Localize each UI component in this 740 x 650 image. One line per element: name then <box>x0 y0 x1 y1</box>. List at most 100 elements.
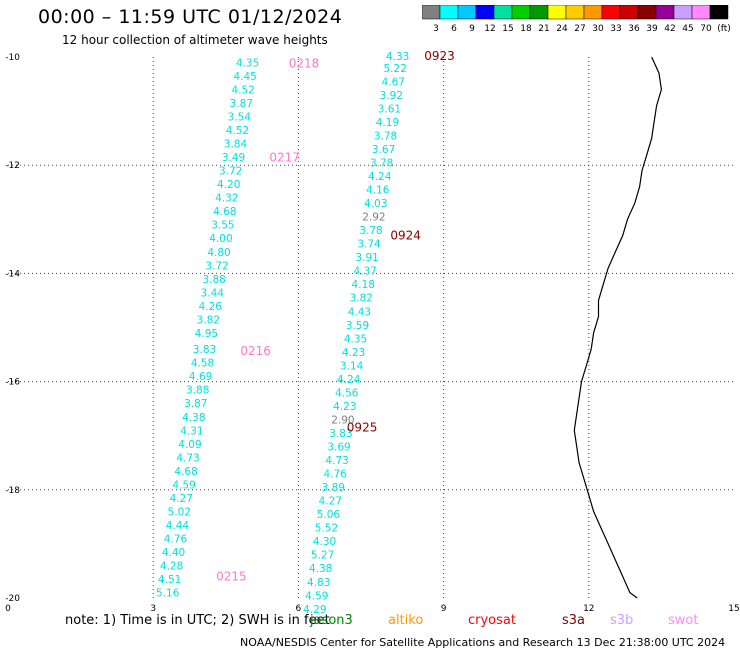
colorbar-label: 9 <box>469 24 475 34</box>
colorbar-label: 15 <box>502 24 513 34</box>
note-text: note: 1) Time is in UTC; 2) SWH is in fe… <box>65 613 330 628</box>
wave-height-map: 0 3 6 9 12 15-10-12-14-16-18-204.354.454.523.… <box>5 49 740 615</box>
wave-height-value: 3.72 <box>219 166 242 178</box>
wave-height-value: 4.59 <box>305 590 328 602</box>
wave-height-value: 4.37 <box>353 266 376 278</box>
colorbar-label: 27 <box>574 24 585 34</box>
pass-time-label: 0215 <box>216 569 247 583</box>
wave-height-value: 4.44 <box>166 520 190 532</box>
wave-height-value: 3.49 <box>222 152 245 164</box>
wave-height-value: 3.91 <box>355 252 378 264</box>
colorbar-label: 24 <box>556 24 568 34</box>
colorbar-label: 6 <box>451 24 457 34</box>
wave-height-value: 4.52 <box>232 84 255 96</box>
wave-height-value: 4.20 <box>217 179 240 191</box>
colorbar-label: 12 <box>484 24 495 34</box>
wave-height-value: 4.59 <box>172 479 195 491</box>
color-scale: 3 6 9 12 15 18 21 24 27 30 33 36 39 42 45 70 (ft) <box>422 5 731 34</box>
wave-height-value: 4.24 <box>337 374 361 386</box>
wave-height-value: 4.58 <box>191 358 214 370</box>
wave-height-value: 3.88 <box>202 274 225 286</box>
wave-height-value: 5.06 <box>317 509 341 521</box>
x-tick-label: 0 <box>5 604 11 614</box>
wave-height-value: 4.83 <box>307 577 330 589</box>
colorbar-label: 42 <box>664 24 675 34</box>
wave-height-value: 4.26 <box>199 301 223 313</box>
colorbar-label: 18 <box>520 24 532 34</box>
y-tick-label: -16 <box>5 378 20 388</box>
wave-height-value: 4.33 <box>386 51 409 63</box>
wave-height-value: 3.67 <box>372 144 395 156</box>
wave-height-value: 3.14 <box>340 360 364 372</box>
wave-height-value: 4.67 <box>382 76 405 88</box>
wave-height-value: 3.92 <box>380 90 403 102</box>
colorbar-label: 36 <box>628 24 640 34</box>
pass-time-label: 0923 <box>424 49 455 63</box>
colorbar-swatch <box>709 5 729 20</box>
wave-height-value: 4.69 <box>189 371 212 383</box>
y-tick-label: -12 <box>5 161 20 171</box>
pass-time-label: 0925 <box>347 421 378 435</box>
wave-height-value: 4.32 <box>215 193 238 205</box>
wave-height-value: 4.31 <box>180 425 203 437</box>
pass-time-label: 0924 <box>390 229 421 243</box>
wave-height-value: 3.84 <box>224 139 248 151</box>
wave-height-value: 5.22 <box>384 63 407 75</box>
legend-item-cryosat: cryosat <box>468 613 516 628</box>
wave-height-value: 5.02 <box>168 506 191 518</box>
wave-height-value: 3.59 <box>346 320 369 332</box>
wave-height-value: 4.95 <box>195 328 218 340</box>
colorbar-label: 33 <box>610 24 621 34</box>
x-tick-label: 3 <box>150 604 156 614</box>
colorbar-label: 3 <box>433 24 439 34</box>
wave-height-value: 3.69 <box>327 442 350 454</box>
coastline <box>573 56 663 599</box>
colorbar-label: (ft) <box>717 24 731 34</box>
colorbar-label: 70 <box>700 24 712 34</box>
legend-item-jason3: jason3 <box>310 613 353 628</box>
x-tick-label: 12 <box>583 604 594 614</box>
wave-height-value: 4.27 <box>170 493 193 505</box>
pass-time-label: 0218 <box>289 56 320 70</box>
pass-time-label: 0217 <box>269 151 300 165</box>
wave-height-value: 3.82 <box>197 314 220 326</box>
y-tick-label: -14 <box>5 269 20 279</box>
wave-height-value: 2.92 <box>362 212 385 224</box>
wave-height-value: 4.00 <box>209 233 232 245</box>
wave-height-value: 4.30 <box>313 536 336 548</box>
wave-height-value: 4.03 <box>364 198 387 210</box>
wave-height-value: 5.16 <box>156 588 180 600</box>
legend-item-s3b: s3b <box>610 613 634 628</box>
wave-height-value: 4.76 <box>323 469 347 481</box>
map-subtitle: 12 hour collection of altimeter wave hei… <box>62 33 328 47</box>
wave-height-value: 3.89 <box>322 482 345 494</box>
y-tick-label: -18 <box>5 486 20 496</box>
wave-height-value: 4.18 <box>352 279 375 291</box>
wave-height-value: 4.28 <box>160 561 183 573</box>
wave-height-value: 3.61 <box>378 103 401 115</box>
wave-height-value: 4.56 <box>335 387 359 399</box>
wave-height-value: 4.35 <box>344 333 367 345</box>
wave-height-value: 4.43 <box>348 306 371 318</box>
wave-height-value: 4.16 <box>366 185 390 197</box>
x-tick-label: 15 <box>728 604 739 614</box>
wave-height-value: 4.29 <box>303 604 326 615</box>
x-tick-label: 6 <box>296 604 302 614</box>
wave-height-value: 3.55 <box>211 220 234 232</box>
wave-height-value: 4.19 <box>376 117 399 129</box>
legend-item-s3a: s3a <box>562 613 586 628</box>
wave-height-value: 3.83 <box>329 428 352 440</box>
wave-height-value: 3.78 <box>370 157 393 169</box>
wave-height-value: 4.80 <box>207 247 230 259</box>
wave-height-value: 3.88 <box>186 385 209 397</box>
wave-height-value: 4.23 <box>342 347 365 359</box>
wave-height-value: 4.24 <box>368 171 392 183</box>
wave-height-value: 5.52 <box>315 523 338 535</box>
y-tick-label: -20 <box>5 594 20 604</box>
wave-height-value: 3.87 <box>230 98 253 110</box>
wave-height-value: 3.78 <box>374 130 397 142</box>
wave-height-value: 4.76 <box>164 533 188 545</box>
wave-height-value: 4.73 <box>176 452 199 464</box>
wave-height-value: 5.27 <box>311 550 334 562</box>
map-title: 00:00 – 11:59 UTC 01/12/2024 <box>38 6 343 28</box>
